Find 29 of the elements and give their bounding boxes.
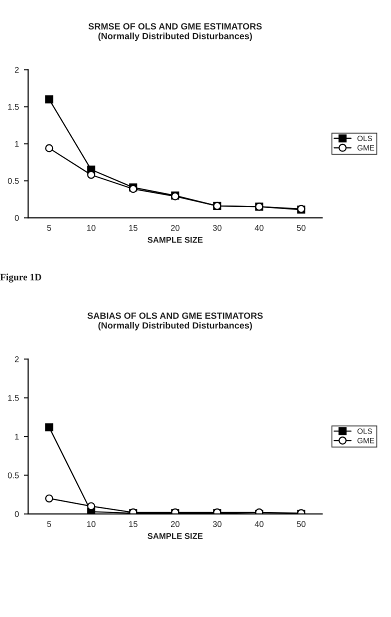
x-tick-label: 15 (129, 225, 138, 231)
y-tick-label: 0.5 (8, 472, 19, 478)
y-tick-label: 2 (14, 356, 19, 362)
y-tick-label: 0 (14, 215, 19, 221)
x-tick-label: 50 (296, 224, 306, 231)
x-tick-label: 15 (129, 521, 138, 528)
y-tick-label: 0 (14, 511, 19, 518)
x-axis-title: SAMPLE SIZE (148, 533, 203, 539)
x-tick-label: 20 (170, 224, 180, 231)
y-tick-label: 1.5 (8, 104, 19, 110)
y-tick-label: 1 (15, 141, 19, 147)
caption: Figure 1D (0, 274, 42, 282)
chart-title: SRMSE OF OLS AND GME ESTIMATORS (Normally Distributed Disturbances) (88, 23, 262, 42)
x-tick-label: 50 (296, 521, 306, 528)
x-tick-label: 40 (254, 224, 264, 231)
x-tick-label: 5 (47, 225, 52, 231)
x-tick-label: 5 (47, 521, 52, 528)
x-tick-label: 40 (254, 521, 264, 528)
x-tick-label: 30 (212, 224, 222, 231)
y-tick-label: 1.5 (8, 395, 19, 401)
x-tick-label: 30 (212, 521, 222, 528)
x-tick-label: 20 (170, 521, 180, 528)
chart-title: SABIAS OF OLS AND GME ESTIMATORS (Normally Distributed Disturbances) (87, 312, 263, 330)
x-axis-title: SAMPLE SIZE (148, 236, 203, 243)
y-tick-label: 1 (15, 434, 19, 440)
y-tick-label: 0.5 (8, 178, 19, 184)
x-tick-label: 10 (87, 224, 96, 231)
y-tick-label: 2 (14, 66, 19, 73)
x-tick-label: 10 (87, 521, 96, 528)
